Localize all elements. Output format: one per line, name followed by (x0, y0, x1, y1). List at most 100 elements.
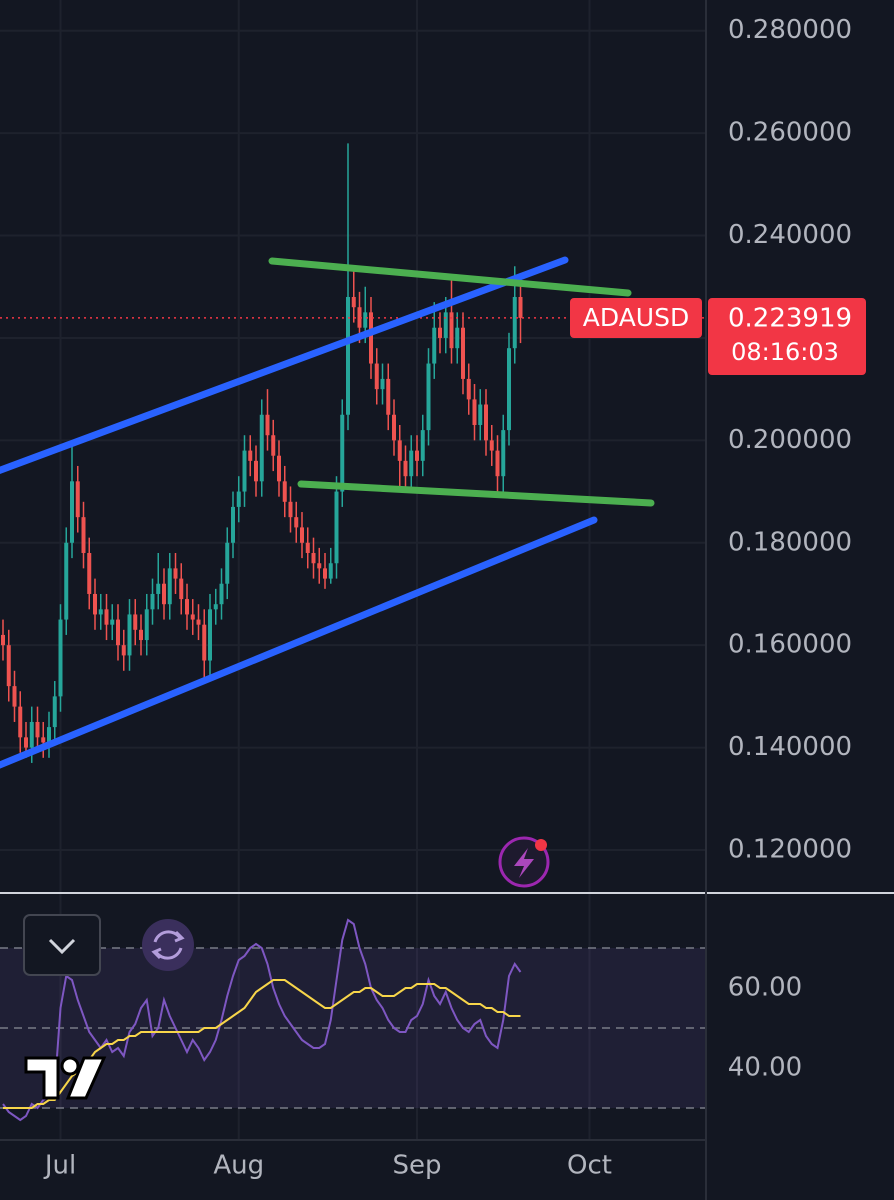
collapse-button[interactable] (23, 914, 101, 976)
candle-body (144, 609, 149, 641)
sync-arrows (151, 930, 185, 960)
candle-body (489, 440, 494, 451)
y-tick-label: 0.160000 (728, 630, 852, 660)
candle-body (93, 593, 97, 615)
y-tick-label: 60.00 (728, 973, 802, 1003)
logo-part (24, 1056, 60, 1100)
candle-body (12, 686, 17, 707)
candle-body (432, 327, 437, 364)
countdown: 08:16:03 (731, 338, 839, 366)
candle-body (75, 481, 80, 518)
candle-body (6, 645, 11, 687)
candle-body (288, 501, 293, 518)
candle-body (190, 614, 195, 620)
candle-body (139, 629, 143, 641)
candle-body (438, 327, 442, 338)
candle-body (162, 583, 166, 605)
sync-button[interactable] (142, 919, 194, 971)
symbol-box (570, 298, 702, 338)
candle-body (507, 348, 511, 431)
y-tick-label: 40.00 (728, 1053, 802, 1083)
candle-body (242, 450, 247, 492)
candle-body (294, 517, 299, 528)
candle-body (1, 634, 5, 646)
candle-body (202, 624, 207, 661)
candle-body (449, 312, 454, 349)
candle-body (173, 568, 178, 579)
candle-body (87, 553, 92, 594)
candle-body (213, 604, 218, 610)
x-tick-label: Jul (43, 1151, 76, 1181)
candle-body (443, 312, 448, 338)
candle-body (518, 296, 523, 318)
candle-body (265, 414, 270, 436)
candle-body (397, 440, 402, 461)
candle-body (409, 450, 414, 477)
candle-body (271, 435, 276, 456)
chevron (48, 938, 76, 955)
price-box (708, 298, 866, 375)
logo-part (65, 1056, 107, 1100)
candle-body (208, 609, 212, 661)
candle-body (415, 450, 419, 461)
candle-body (52, 696, 57, 728)
candle-body (501, 430, 506, 477)
logo (24, 1056, 107, 1100)
rsi-line (2, 918, 522, 1122)
y-tick-label: 0.240000 (728, 220, 852, 250)
last-price-label: 0.223919 (728, 304, 852, 334)
candle-body (374, 363, 379, 390)
symbol-label: ADAUSD (583, 303, 689, 332)
candle-body (156, 583, 161, 594)
candle-body (495, 450, 500, 477)
last-price: ADAUSD 0.223919 08:16:03 (570, 298, 866, 375)
candle-body (351, 296, 356, 308)
candle-body (340, 414, 345, 492)
candle-body (357, 307, 362, 328)
candle-body (104, 609, 109, 625)
candle-body (29, 721, 34, 748)
notification-dot (535, 839, 547, 851)
candle-body (121, 645, 126, 656)
candle-body (311, 553, 316, 564)
candles (0, 143, 706, 763)
candle-body (219, 583, 224, 605)
candle-body (116, 619, 120, 646)
candle-body (300, 527, 304, 543)
y-tick-label: 0.180000 (728, 527, 852, 557)
candle-body (35, 721, 40, 738)
candle-body (236, 491, 241, 507)
y-tick-label: 0.200000 (728, 425, 852, 455)
candle-body (110, 619, 115, 625)
candle-body (282, 481, 287, 502)
candle-body (196, 619, 201, 625)
trend-line (0, 256, 569, 475)
candle-body (225, 542, 230, 584)
trend-line (297, 480, 655, 507)
candle-body (455, 327, 460, 349)
y-tick-label: 0.280000 (728, 15, 852, 45)
candle-body (484, 404, 488, 441)
lightning-icon[interactable] (514, 848, 534, 878)
logo-part (60, 1056, 80, 1076)
sync-circle[interactable] (142, 919, 194, 971)
lightning-button[interactable] (498, 836, 550, 888)
candle-body (70, 481, 74, 543)
trend-line (268, 257, 632, 297)
candle-body (420, 430, 425, 461)
candle-body (512, 296, 517, 349)
candle-body (317, 563, 322, 569)
candle-body (472, 399, 477, 425)
candle-body (248, 450, 253, 461)
candle-body (478, 404, 483, 425)
collapse-box[interactable] (23, 914, 101, 976)
candle-body (386, 378, 391, 415)
y-tick-label: 0.140000 (728, 732, 852, 762)
candle-body (81, 517, 86, 554)
candle-body (403, 460, 408, 477)
candle-body (98, 609, 103, 615)
candle-body (47, 727, 51, 743)
